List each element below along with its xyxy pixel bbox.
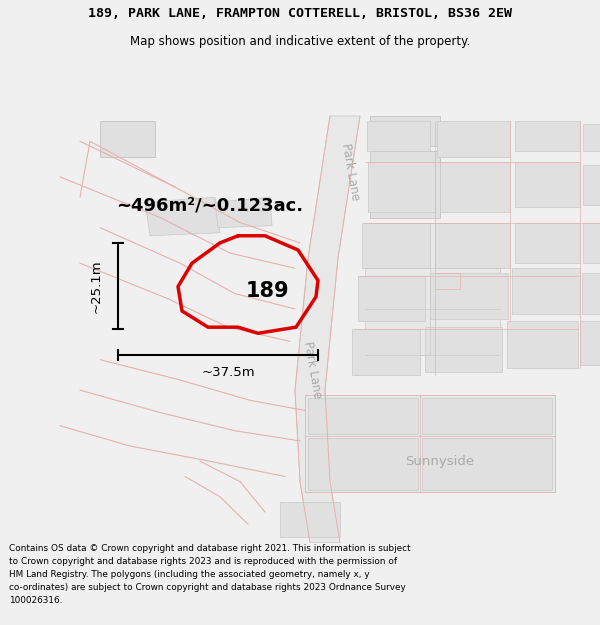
Text: 189, PARK LANE, FRAMPTON COTTERELL, BRISTOL, BS36 2EW: 189, PARK LANE, FRAMPTON COTTERELL, BRIS… bbox=[88, 8, 512, 20]
Polygon shape bbox=[215, 198, 272, 228]
Polygon shape bbox=[437, 121, 510, 156]
Polygon shape bbox=[145, 198, 220, 236]
Polygon shape bbox=[365, 222, 500, 354]
Polygon shape bbox=[308, 438, 418, 490]
Text: Park Lane: Park Lane bbox=[301, 340, 323, 399]
Polygon shape bbox=[370, 116, 440, 146]
Polygon shape bbox=[368, 162, 435, 212]
Polygon shape bbox=[425, 328, 502, 372]
Text: Park Lane: Park Lane bbox=[338, 142, 361, 201]
Polygon shape bbox=[583, 124, 600, 151]
Text: 189: 189 bbox=[246, 281, 290, 301]
Polygon shape bbox=[367, 121, 430, 151]
Polygon shape bbox=[515, 121, 580, 151]
Polygon shape bbox=[440, 162, 510, 212]
Polygon shape bbox=[370, 151, 440, 218]
Text: Contains OS data © Crown copyright and database right 2021. This information is : Contains OS data © Crown copyright and d… bbox=[9, 544, 410, 604]
Polygon shape bbox=[580, 321, 600, 365]
Text: ~37.5m: ~37.5m bbox=[201, 366, 255, 379]
Polygon shape bbox=[362, 222, 430, 268]
Polygon shape bbox=[583, 222, 600, 263]
Polygon shape bbox=[430, 273, 508, 319]
Text: Map shows position and indicative extent of the property.: Map shows position and indicative extent… bbox=[130, 35, 470, 48]
Polygon shape bbox=[507, 321, 578, 368]
Polygon shape bbox=[280, 502, 340, 538]
Text: ~25.1m: ~25.1m bbox=[89, 259, 103, 313]
Polygon shape bbox=[422, 438, 552, 490]
Polygon shape bbox=[100, 121, 155, 156]
Polygon shape bbox=[583, 164, 600, 205]
Polygon shape bbox=[582, 273, 600, 314]
Polygon shape bbox=[422, 398, 552, 434]
Text: ~496m²/~0.123ac.: ~496m²/~0.123ac. bbox=[116, 196, 304, 214]
Polygon shape bbox=[352, 329, 420, 375]
Polygon shape bbox=[512, 268, 580, 314]
Polygon shape bbox=[515, 222, 580, 263]
Polygon shape bbox=[435, 222, 510, 268]
Text: Sunnyside: Sunnyside bbox=[406, 455, 475, 468]
Polygon shape bbox=[308, 398, 418, 434]
Polygon shape bbox=[358, 276, 425, 321]
Polygon shape bbox=[295, 116, 360, 542]
Polygon shape bbox=[515, 162, 580, 208]
Polygon shape bbox=[305, 395, 555, 492]
